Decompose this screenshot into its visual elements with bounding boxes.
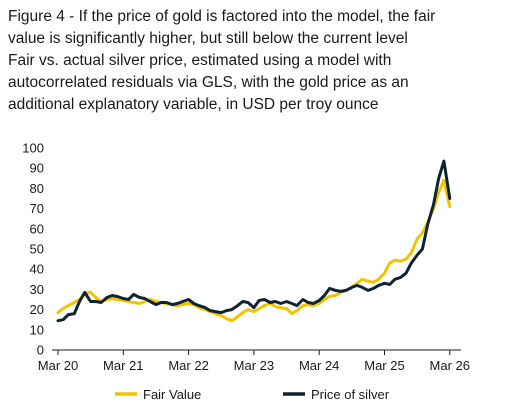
- legend-label: Fair Value: [143, 387, 201, 402]
- x-tick-label: Mar 26: [430, 358, 470, 373]
- series-line-fair-value: [56, 178, 452, 323]
- y-tick-label: 30: [30, 282, 44, 297]
- y-tick-label: 100: [22, 141, 44, 156]
- y-tick-label: 0: [37, 343, 44, 358]
- subtitle-line-1: Fair vs. actual silver price, estimated …: [8, 52, 392, 69]
- x-tick-label: Mar 20: [38, 358, 78, 373]
- y-tick-label: 20: [30, 302, 44, 317]
- x-axis: Mar 20 Mar 21 Mar 22 Mar 23 Mar 24 Mar 25 Mar …: [38, 349, 470, 373]
- x-tick-label: Mar 21: [103, 358, 143, 373]
- x-tick-label: Mar 25: [364, 358, 404, 373]
- y-tick-label: 60: [30, 221, 44, 236]
- y-tick-label: 70: [30, 201, 44, 216]
- legend: Fair Value Price of silver: [115, 387, 390, 402]
- y-tick-label: 90: [30, 161, 44, 176]
- x-tick-label: Mar 22: [168, 358, 208, 373]
- subtitle-line-3: additional explanatory variable, in USD …: [8, 96, 379, 113]
- x-tick-label: Mar 24: [299, 358, 339, 373]
- y-tick-label: 10: [30, 322, 44, 337]
- chart-title: Figure 4 - If the price of gold is facto…: [8, 6, 508, 116]
- y-axis: 0 10 20 30 40 50 60 70 80 90 100: [22, 141, 44, 358]
- series-line-silver-price: [56, 159, 452, 323]
- y-tick-label: 40: [30, 262, 44, 277]
- series-lines: [56, 159, 452, 323]
- x-tick-label: Mar 23: [234, 358, 274, 373]
- title-line-1: Figure 4 - If the price of gold is facto…: [8, 8, 436, 25]
- subtitle-line-2: autocorrelated residuals via GLS, with t…: [8, 74, 409, 91]
- legend-label: Price of silver: [311, 387, 390, 402]
- y-tick-label: 80: [30, 181, 44, 196]
- y-tick-label: 50: [30, 242, 44, 257]
- title-line-2: value is significantly higher, but still…: [8, 30, 408, 47]
